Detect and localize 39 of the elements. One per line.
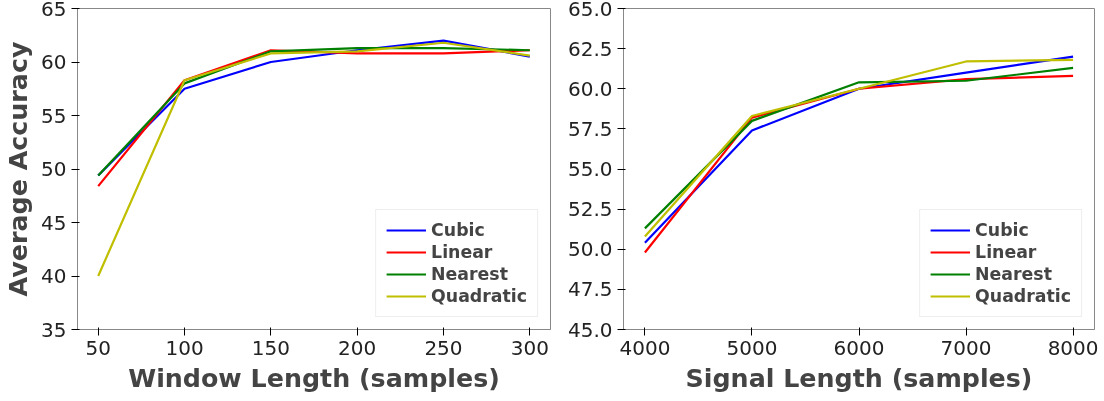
x-tick-label: 150 (251, 335, 290, 360)
y-tick-label: 62.5 (567, 36, 613, 61)
y-tick-label: 40 (41, 264, 67, 288)
x-axis-title: Signal Length (samples) (685, 362, 1033, 393)
x-tick-label: 50 (85, 335, 111, 360)
legend-label: Cubic (975, 220, 1029, 240)
legend-label: Quadratic (431, 286, 527, 306)
legend-label: Nearest (431, 264, 508, 284)
x-tick-label: 5000 (726, 335, 778, 360)
y-tick-label: 55.0 (567, 157, 613, 181)
y-tick-label: 47.5 (567, 277, 613, 302)
line-series (97, 41, 531, 278)
y-tick-label: 57.5 (567, 116, 613, 141)
x-tick-label: 100 (165, 335, 204, 360)
x-tick-label: 300 (510, 335, 549, 360)
y-tick-label: 60 (41, 50, 67, 74)
y-axis-title: Average Accuracy (3, 41, 34, 297)
legend-label: Linear (975, 242, 1037, 262)
y-tick-label: 65 (41, 0, 67, 21)
y-tick-label: 60.0 (567, 76, 613, 101)
y-tick-label: 65.0 (567, 0, 613, 21)
legend-label: Quadratic (975, 286, 1071, 306)
x-tick-label: 7000 (940, 335, 992, 360)
legend-label: Cubic (431, 220, 485, 240)
y-tick-label: 50.0 (567, 237, 613, 262)
legend-label: Linear (431, 242, 493, 262)
x-tick-label: 8000 (1047, 335, 1099, 360)
x-axis-title: Window Length (samples) (128, 362, 500, 393)
y-tick-label: 45 (41, 210, 67, 235)
x-tick-label: 6000 (833, 335, 885, 360)
y-tick-label: 45.0 (567, 317, 613, 342)
y-tick-label: 52.5 (567, 197, 613, 222)
y-tick-label: 35 (41, 317, 67, 342)
x-tick-label: 200 (338, 335, 377, 360)
y-tick-label: 50 (41, 157, 67, 181)
legend-label: Nearest (975, 264, 1052, 284)
x-tick-label: 4000 (619, 335, 671, 360)
y-tick-label: 55 (41, 103, 67, 128)
x-tick-label: 250 (424, 335, 463, 360)
